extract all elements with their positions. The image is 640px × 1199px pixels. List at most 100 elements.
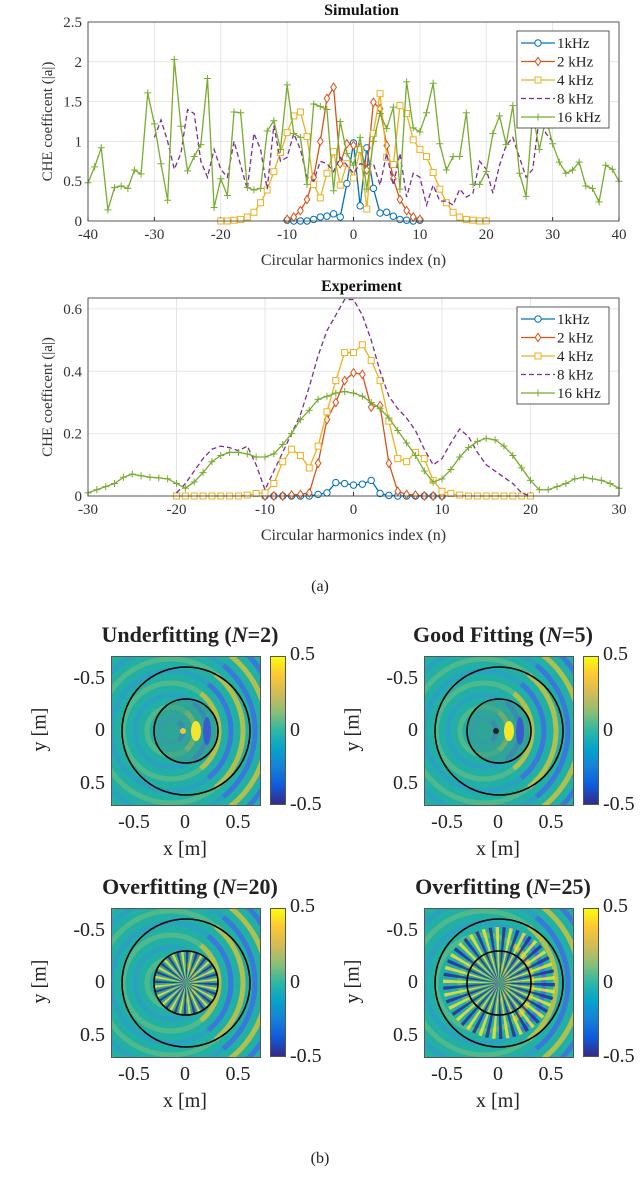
marker-plus: [535, 145, 543, 153]
marker-plus: [288, 430, 296, 438]
marker-square: [279, 458, 287, 466]
spoke: [499, 983, 545, 1019]
marker-square: [310, 180, 318, 188]
spoke: [154, 980, 186, 983]
title-suffix: =2): [247, 622, 279, 647]
marker-circle: [382, 208, 391, 216]
title-suffix: =5): [562, 622, 593, 647]
marker-plus: [376, 405, 384, 413]
spoke: [499, 983, 555, 987]
x-tick-label: -10: [277, 227, 297, 243]
legend-label: 2 kHz: [557, 55, 594, 71]
spoke: [154, 975, 186, 983]
marker-square: [396, 102, 404, 110]
field: [424, 908, 574, 1058]
inner-circle: [153, 950, 219, 1016]
marker-plus: [438, 475, 446, 483]
spoke: [186, 983, 192, 1015]
marker-circle: [314, 490, 322, 499]
marker-plus: [509, 102, 517, 110]
field: [111, 908, 261, 1058]
spoke: [186, 951, 194, 983]
marker-square: [316, 194, 324, 202]
spoke: [186, 983, 196, 1015]
marker-diamond: [316, 136, 324, 147]
marker-diamond: [412, 489, 419, 501]
marker-square: [243, 491, 251, 499]
spoke: [485, 983, 499, 1039]
colorbar-tick-label: 0.5: [290, 895, 315, 917]
spoke: [186, 983, 212, 1004]
marker-plus: [223, 192, 231, 200]
colorbar: [583, 656, 599, 805]
marker-plus: [597, 476, 605, 484]
marker-plus: [270, 450, 278, 458]
series-8kHz: [176, 298, 531, 497]
marker-plus: [571, 475, 579, 483]
spoke: [499, 983, 549, 1014]
x-tick-label: 0: [180, 811, 190, 833]
marker-plus: [562, 480, 570, 488]
marker-plus: [416, 128, 424, 136]
marker-square: [250, 208, 258, 216]
marker-plus: [173, 480, 180, 488]
marker-square: [336, 181, 344, 189]
marker-plus: [436, 140, 444, 148]
spoke: [186, 983, 217, 996]
marker-square: [323, 169, 331, 177]
wave-ring-front: [558, 656, 574, 806]
marker-plus: [476, 180, 484, 188]
x-axis-label: x [m]: [476, 1090, 520, 1112]
colorbar-tick-label: 0: [603, 719, 613, 741]
marker-plus: [396, 185, 404, 193]
spoke: [499, 962, 553, 983]
marker-plus: [535, 486, 543, 494]
x-tick-label: -20: [167, 502, 187, 518]
colorbar: [583, 908, 599, 1057]
marker-square: [330, 148, 338, 156]
marker-circle: [389, 212, 398, 220]
wave-ring-front: [214, 672, 246, 790]
wave-ring-front: [527, 672, 559, 790]
marker-plus: [296, 133, 304, 141]
marker-plus: [473, 437, 481, 445]
y-tick-label: -0.5: [73, 919, 105, 941]
marker-plus: [515, 169, 523, 177]
marker-plus: [316, 102, 324, 110]
colorbar: [270, 908, 286, 1057]
spoke: [154, 983, 186, 989]
marker-plus: [562, 169, 570, 177]
x-tick-label: -30: [144, 227, 164, 243]
x-axis-label: x [m]: [476, 838, 520, 860]
x-tick-label: 20: [523, 502, 538, 518]
y-tick-label: -0.5: [73, 667, 105, 689]
spoke: [499, 983, 530, 1033]
spoke: [163, 958, 186, 983]
marker-plus: [411, 451, 419, 459]
x-tick-label: 20: [479, 227, 494, 243]
marker-square: [350, 349, 357, 357]
marker-plus: [358, 392, 366, 400]
marker-square: [270, 480, 278, 488]
marker-square: [332, 377, 340, 385]
y-tick-label: 0: [95, 719, 105, 741]
marker-square: [305, 464, 313, 472]
inner-circle: [466, 698, 532, 764]
marker-plus: [449, 153, 457, 161]
chart-title: Experiment: [321, 278, 403, 295]
marker-plus: [217, 451, 225, 459]
panel-title: Overfitting (N=25): [353, 874, 640, 900]
x-tick-label: 10: [412, 227, 427, 243]
wave-ring-front: [214, 924, 246, 1042]
marker-circle: [534, 39, 542, 47]
marker-plus: [197, 141, 205, 149]
marker-plus: [549, 140, 557, 148]
marker-plus: [111, 480, 119, 488]
y-tick-label: 0: [95, 971, 105, 993]
spoke: [460, 983, 499, 1027]
x-tick-label: -10: [255, 502, 275, 518]
marker-plus: [210, 203, 218, 211]
marker-plus: [442, 166, 450, 174]
title-n: N: [533, 874, 549, 899]
marker-plus: [296, 416, 304, 424]
